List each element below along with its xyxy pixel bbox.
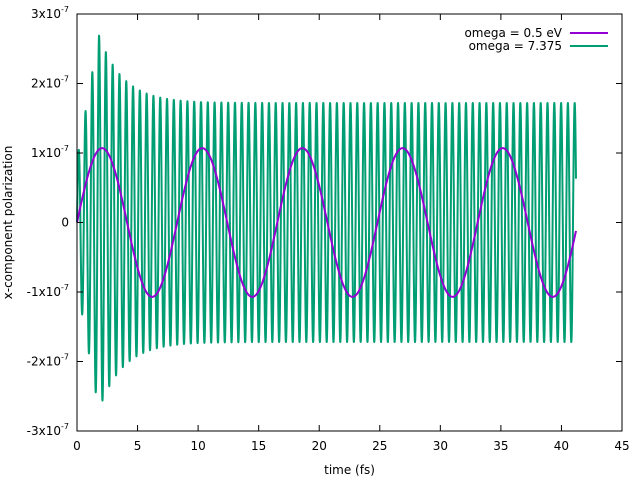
y-tick-label: -3x10-7 bbox=[27, 422, 69, 438]
x-tick-label: 45 bbox=[614, 439, 629, 453]
x-tick-label: 15 bbox=[251, 439, 266, 453]
x-tick-label: 10 bbox=[190, 439, 205, 453]
y-tick-label: 0 bbox=[61, 216, 69, 230]
x-tick-label: 35 bbox=[493, 439, 508, 453]
series-line-omega-05 bbox=[76, 147, 577, 298]
series-line-omega-7375 bbox=[76, 34, 577, 402]
x-tick-label: 30 bbox=[433, 439, 448, 453]
plot-lines bbox=[76, 34, 577, 402]
x-tick-label: 40 bbox=[554, 439, 569, 453]
y-tick-label: 2x10-7 bbox=[31, 75, 69, 91]
y-tick-labels: 3x10-7 2x10-7 1x10-7 0 -1x10-7 -2x10-7 -3x10-7 bbox=[27, 5, 69, 438]
legend-label: omega = 0.5 eV bbox=[464, 26, 562, 40]
x-axis-title: time (fs) bbox=[324, 463, 375, 477]
x-tick-labels: 0 5 10 15 20 25 30 35 40 45 bbox=[73, 439, 629, 453]
x-tick-label: 0 bbox=[73, 439, 81, 453]
x-tick-label: 5 bbox=[134, 439, 142, 453]
y-tick-label: -1x10-7 bbox=[27, 283, 69, 299]
legend-label: omega = 7.375 bbox=[469, 39, 562, 53]
axis-ticks bbox=[76, 13, 623, 432]
x-tick-label: 20 bbox=[312, 439, 327, 453]
y-tick-label: 1x10-7 bbox=[31, 144, 69, 160]
y-tick-label: -2x10-7 bbox=[27, 353, 69, 369]
y-tick-label: 3x10-7 bbox=[31, 5, 69, 21]
y-axis-title: x-component polarization bbox=[1, 146, 15, 300]
x-tick-label: 25 bbox=[372, 439, 387, 453]
